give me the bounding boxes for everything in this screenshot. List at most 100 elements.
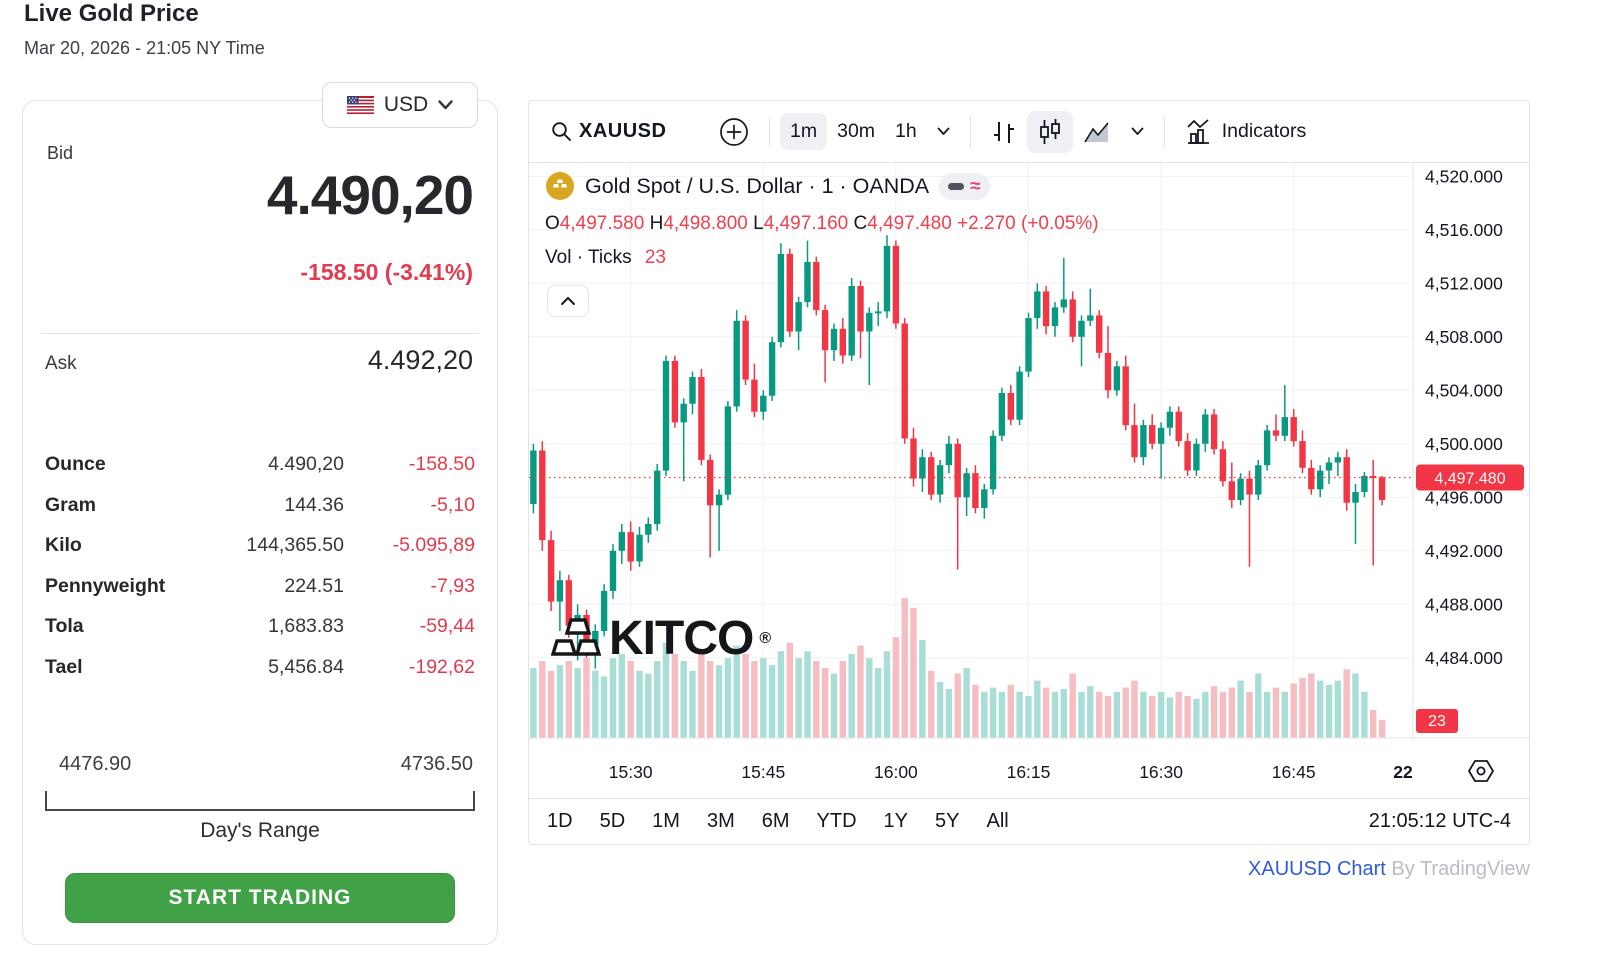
- open-value: 4,497.580: [559, 213, 645, 234]
- symbol-input[interactable]: XAUUSD: [579, 120, 667, 142]
- svg-text:16:30: 16:30: [1139, 762, 1183, 782]
- volume-value: 23: [644, 247, 666, 268]
- area-chart-icon: [1084, 121, 1109, 142]
- ask-price: 4.492,20: [367, 345, 473, 375]
- unit-change: -5,10: [430, 493, 475, 516]
- interval-30m-button[interactable]: 30m: [837, 120, 876, 142]
- candlestick-chart[interactable]: 4,520.000 4,516.000 4,512.000 4,508.000 4,50…: [529, 163, 1529, 798]
- chart-attribution-link[interactable]: XAUUSD Chart: [1248, 858, 1386, 880]
- chevron-up-icon: [561, 297, 575, 305]
- style-menu-button[interactable]: [1121, 120, 1154, 143]
- symbol-search-button[interactable]: XAUUSD: [541, 113, 709, 150]
- range-1m-button[interactable]: 1M: [652, 810, 680, 832]
- unit-value: 5,456.84: [268, 655, 344, 678]
- range-6m-button[interactable]: 6M: [761, 810, 790, 832]
- symbol-info-row[interactable]: Gold Spot / U.S. Dollar · 1 · OANDA ≈: [545, 171, 990, 201]
- unit-change: -5.095,89: [392, 534, 475, 556]
- start-trading-button[interactable]: START TRADING: [65, 873, 455, 923]
- toolbar-separator: [1163, 116, 1165, 147]
- chart-toolbar: XAUUSD 1m 30m 1h: [529, 101, 1529, 163]
- tradingview-attribution: XAUUSD Chart By TradingView: [1248, 858, 1530, 881]
- ohlc-readout: O4,497.580 H4,498.800 L4,497.160 C4,497.…: [545, 213, 1099, 235]
- svg-text:4,484.000: 4,484.000: [1425, 648, 1503, 668]
- us-flag-icon: [346, 96, 374, 114]
- symbol-title: Gold Spot / U.S. Dollar · 1 · OANDA: [585, 173, 930, 198]
- range-3m-button[interactable]: 3M: [706, 810, 735, 832]
- unit-label: Pennyweight: [45, 574, 166, 597]
- svg-text:4,500.000: 4,500.000: [1425, 434, 1503, 454]
- indicators-icon: [1187, 118, 1209, 144]
- candlestick-icon: [1039, 118, 1060, 144]
- unit-row-ounce: Ounce 4.490,20 -158.50: [45, 453, 475, 493]
- svg-text:4,497.480: 4,497.480: [1434, 471, 1505, 488]
- high-value: 4,498.800: [663, 213, 748, 234]
- chart-clock[interactable]: 21:05:12 UTC-4: [1368, 810, 1511, 832]
- kitco-wordmark: KITCO: [609, 612, 754, 665]
- unit-row-tael: Tael 5,456.84 -192,62: [45, 656, 475, 696]
- plus-circle-icon: [720, 117, 748, 146]
- chart-attribution-text: By TradingView: [1391, 858, 1530, 880]
- svg-text:16:45: 16:45: [1272, 762, 1316, 782]
- unit-value: 224.51: [284, 574, 344, 597]
- range-5d-button[interactable]: 5D: [599, 810, 626, 832]
- indicators-label: Indicators: [1221, 120, 1307, 142]
- svg-text:4,488.000: 4,488.000: [1425, 594, 1503, 614]
- day-range-bracket: [45, 791, 475, 811]
- indicators-button[interactable]: Indicators: [1175, 112, 1317, 152]
- unit-row-tola: Tola 1,683.83 -59,44: [45, 615, 475, 655]
- currency-select[interactable]: USD: [322, 82, 478, 128]
- unit-value: 144.36: [284, 493, 344, 516]
- range-5y-button[interactable]: 5Y: [935, 810, 960, 832]
- bid-label: Bid: [47, 143, 74, 163]
- unit-value: 4.490,20: [268, 453, 344, 475]
- chevron-down-icon: [937, 127, 950, 135]
- svg-text:4,496.000: 4,496.000: [1425, 487, 1503, 507]
- page-timestamp: Mar 20, 2026 - 21:05 NY Time: [24, 38, 265, 58]
- collapse-legend-button[interactable]: [547, 285, 589, 317]
- svg-text:16:15: 16:15: [1007, 762, 1051, 782]
- svg-text:4,512.000: 4,512.000: [1425, 273, 1503, 293]
- unit-row-pennyweight: Pennyweight 224.51 -7,93: [45, 575, 475, 615]
- kitco-ingots-icon: [551, 617, 602, 656]
- toolbar-separator: [769, 116, 770, 147]
- volume-readout: Vol · Ticks 23: [545, 247, 666, 269]
- chart-body: 4,520.000 4,516.000 4,512.000 4,508.000 4,50…: [529, 163, 1529, 798]
- unit-change: -59,44: [419, 615, 475, 637]
- unit-row-kilo: Kilo 144,365.50 -5.095,89: [45, 534, 475, 574]
- interval-1m-button[interactable]: 1m: [780, 113, 828, 150]
- compare-add-button[interactable]: [709, 110, 759, 154]
- candle-style-button[interactable]: [1026, 110, 1073, 153]
- unit-label: Tael: [45, 655, 83, 678]
- unit-label: Tola: [45, 615, 84, 637]
- market-status-pill[interactable]: ≈: [939, 172, 990, 200]
- svg-text:4,520.000: 4,520.000: [1425, 166, 1503, 186]
- svg-text:15:45: 15:45: [741, 762, 785, 782]
- range-1y-button[interactable]: 1Y: [883, 810, 909, 832]
- chevron-down-icon: [438, 100, 453, 110]
- search-icon: [552, 122, 571, 141]
- unit-change: -192,62: [408, 655, 475, 678]
- range-ytd-button[interactable]: YTD: [816, 810, 857, 832]
- unit-value: 1,683.83: [268, 615, 344, 637]
- page-title: Live Gold Price: [24, 0, 199, 27]
- interval-1h-button[interactable]: 1h: [895, 120, 917, 142]
- unit-label: Gram: [45, 493, 96, 516]
- change-value: +2.270 (+0.05%): [957, 213, 1099, 234]
- low-key: L: [753, 213, 764, 234]
- gold-coin-icon: [546, 172, 574, 200]
- unit-change: -7,93: [430, 574, 475, 597]
- day-range-label: Day's Range: [200, 819, 320, 842]
- bid-price: 4.490,20: [266, 164, 474, 226]
- svg-text:15:30: 15:30: [609, 762, 653, 782]
- close-key: C: [853, 213, 868, 234]
- approx-icon: ≈: [970, 175, 981, 197]
- chart-range-toolbar: 1D 5D 1M 3M 6M YTD 1Y 5Y All 21:05:12 UT…: [529, 798, 1529, 844]
- interval-menu-button[interactable]: [927, 120, 960, 143]
- range-1d-button[interactable]: 1D: [547, 810, 573, 832]
- svg-text:4,516.000: 4,516.000: [1425, 220, 1503, 240]
- range-all-button[interactable]: All: [986, 810, 1009, 832]
- day-range-high: 4736.50: [400, 753, 473, 775]
- area-style-button[interactable]: [1073, 113, 1121, 151]
- bar-style-button[interactable]: [981, 112, 1027, 152]
